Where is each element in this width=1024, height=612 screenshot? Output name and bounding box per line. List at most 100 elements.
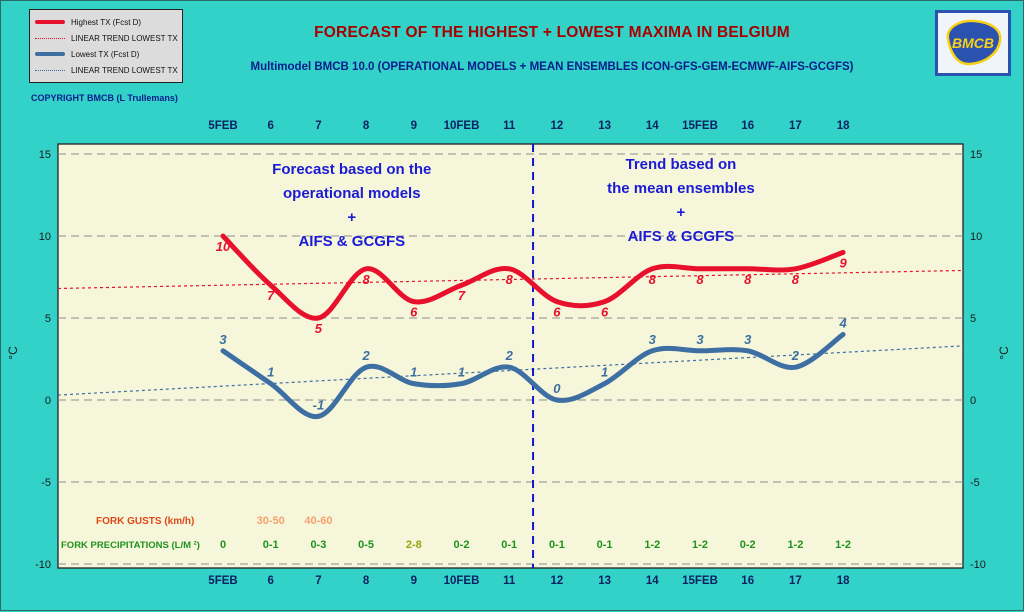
- y-axis-title-left: °C: [6, 346, 20, 360]
- x-label-bottom: 17: [789, 575, 802, 587]
- annotation-line: Forecast based on the: [272, 161, 431, 178]
- value-label: 2: [505, 348, 514, 363]
- y-tick-right: 5: [970, 313, 976, 325]
- x-label-top: 12: [551, 120, 564, 132]
- plot-area: [57, 143, 964, 569]
- x-label-top: 5FEB: [208, 120, 237, 132]
- fork-precipitation-value: 1-2: [787, 539, 803, 551]
- y-tick-left: 5: [45, 313, 51, 325]
- y-tick-right: 10: [970, 231, 982, 243]
- y-tick-left: 10: [39, 231, 51, 243]
- x-label-top: 6: [267, 120, 273, 132]
- fork-gust-value: 40-60: [304, 515, 332, 527]
- value-label: 8: [506, 272, 514, 287]
- value-label: 8: [649, 272, 657, 287]
- series-line-1: [220, 331, 846, 419]
- x-label-top: 7: [315, 120, 321, 132]
- fork-precipitation-value: 0: [220, 539, 226, 551]
- legend: Highest TX (Fcst D) LINEAR TREND LOWEST …: [29, 9, 183, 83]
- x-label-bottom: 12: [551, 575, 564, 587]
- belgium-map-shape: [946, 19, 1002, 66]
- fork-precipitation-value: 2-8: [406, 539, 422, 551]
- y-tick-right: -10: [970, 559, 986, 571]
- x-label-top: 18: [837, 120, 850, 132]
- x-label-top: 9: [411, 120, 417, 132]
- x-label-top: 8: [363, 120, 370, 132]
- x-label-bottom: 16: [741, 575, 754, 587]
- value-label: 0: [553, 381, 561, 396]
- legend-item-linear-trend-red: LINEAR TREND LOWEST TX: [35, 30, 178, 46]
- y-tick-right: 0: [970, 395, 976, 407]
- value-label: -1: [313, 397, 325, 412]
- y-tick-right: 15: [970, 149, 982, 161]
- linear-trend-lowest-tx: [57, 345, 964, 396]
- series-line-0: [220, 233, 846, 321]
- value-label: 1: [601, 365, 608, 380]
- value-label: 10: [216, 239, 231, 254]
- fork-precipitation-value: 0-2: [740, 539, 756, 551]
- annotation-line: the mean ensembles: [607, 180, 755, 197]
- x-label-top: 16: [741, 120, 754, 132]
- y-tick-left: -5: [41, 477, 51, 489]
- fork-precipitation-value: 1-2: [692, 539, 708, 551]
- value-label: 8: [744, 272, 752, 287]
- x-label-bottom: 11: [503, 575, 516, 587]
- value-label: 1: [267, 365, 274, 380]
- legend-label: Highest TX (Fcst D): [71, 17, 142, 27]
- value-label: 3: [744, 332, 752, 347]
- y-tick-left: 15: [39, 149, 51, 161]
- annotation-line: AIFS & GCGFS: [298, 233, 405, 250]
- fork-precipitation-value: 0-1: [549, 539, 565, 551]
- x-label-top: 15FEB: [682, 120, 718, 132]
- logo-text: BMCB: [952, 35, 994, 51]
- x-label-bottom: 13: [598, 575, 611, 587]
- fork-precipitation-value: 0-1: [263, 539, 279, 551]
- x-label-top: 14: [646, 120, 659, 132]
- value-label: 3: [696, 332, 704, 347]
- value-label: 2: [791, 348, 800, 363]
- x-label-bottom: 18: [837, 575, 850, 587]
- value-label: 3: [649, 332, 657, 347]
- x-label-top: 11: [503, 120, 516, 132]
- fork-precipitation-value: 0-5: [358, 539, 374, 551]
- value-label: 6: [601, 305, 609, 320]
- bmcb-logo-graphic: BMCB: [946, 19, 1002, 66]
- annotation-line: operational models: [283, 185, 421, 202]
- value-label: 7: [267, 288, 275, 303]
- value-label: 8: [792, 272, 800, 287]
- fork-precipitations-label: FORK PRECIPITATIONS (L/M ²): [61, 540, 200, 551]
- fork-precipitation-value: 0-1: [597, 539, 613, 551]
- blue-thick-line-swatch: [35, 52, 65, 56]
- x-label-bottom: 7: [315, 575, 321, 587]
- x-label-bottom: 9: [411, 575, 417, 587]
- x-label-top: 17: [789, 120, 802, 132]
- x-label-bottom: 5FEB: [208, 575, 237, 587]
- value-label: 7: [458, 288, 466, 303]
- value-label: 1: [458, 365, 465, 380]
- fork-gusts-label: FORK GUSTS (km/h): [96, 516, 194, 527]
- blue-dotted-line-swatch: [35, 69, 65, 71]
- annotation-line: Trend based on: [625, 156, 736, 173]
- fork-precipitation-value: 0-1: [501, 539, 517, 551]
- page-title: FORECAST OF THE HIGHEST + LOWEST MAXIMA …: [314, 24, 790, 41]
- x-label-bottom: 10FEB: [444, 575, 480, 587]
- linear-trend-highest-tx: [57, 269, 964, 290]
- legend-item-linear-trend-blue: LINEAR TREND LOWEST TX: [35, 62, 178, 78]
- annotation-line: +: [677, 204, 686, 221]
- value-label: 3: [219, 332, 227, 347]
- x-label-top: 10FEB: [444, 120, 480, 132]
- x-label-bottom: 14: [646, 575, 659, 587]
- fork-precipitation-value: 0-3: [310, 539, 326, 551]
- legend-label: Lowest TX (Fcst D): [71, 49, 140, 59]
- legend-label: LINEAR TREND LOWEST TX: [71, 33, 178, 43]
- value-label: 2: [361, 348, 370, 363]
- value-label: 4: [838, 315, 847, 330]
- value-label: 6: [410, 305, 418, 320]
- legend-item-highest-tx: Highest TX (Fcst D): [35, 14, 177, 30]
- x-label-bottom: 8: [363, 575, 370, 587]
- value-label: 6: [553, 305, 561, 320]
- fork-precipitation-value: 0-2: [454, 539, 470, 551]
- value-label: 5: [315, 321, 323, 336]
